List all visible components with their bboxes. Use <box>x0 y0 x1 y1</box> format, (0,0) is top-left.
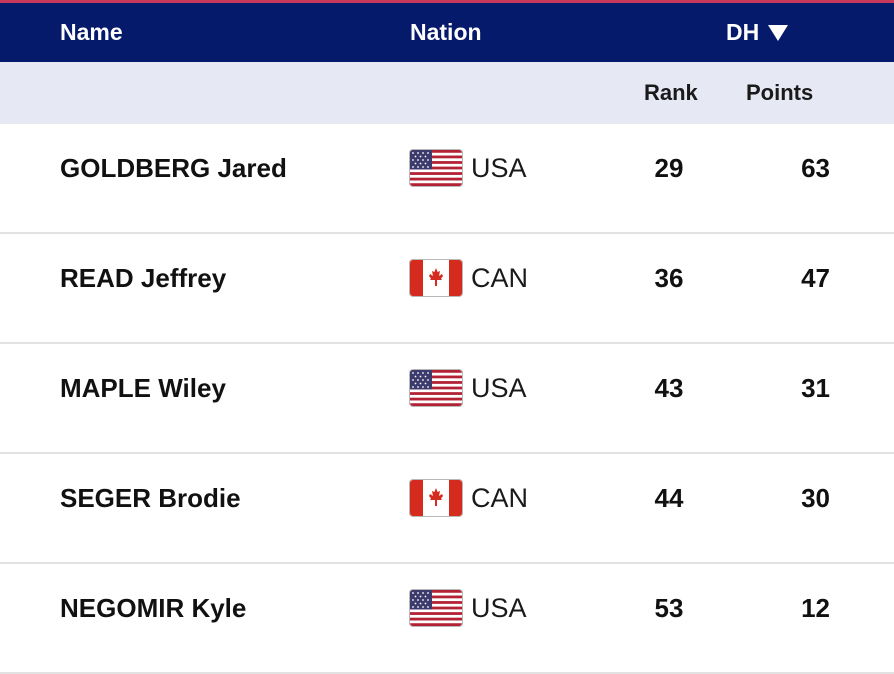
column-header-dh[interactable]: DH <box>726 3 789 62</box>
rank-value: 36 <box>654 263 684 293</box>
rank-value: 29 <box>654 153 684 183</box>
table-row[interactable]: MAPLE Wiley USA 43 31 <box>0 344 894 454</box>
rank-value: 44 <box>654 483 684 513</box>
table-row[interactable]: SEGER Brodie CAN 44 30 <box>0 454 894 564</box>
points-value: 63 <box>801 153 830 183</box>
points-value: 47 <box>801 263 830 293</box>
accent-line <box>0 0 894 3</box>
nation-code: USA <box>471 593 527 623</box>
athlete-name[interactable]: GOLDBERG Jared <box>60 153 287 183</box>
column-header-nation[interactable]: Nation <box>410 19 482 45</box>
athlete-name[interactable]: READ Jeffrey <box>60 263 227 293</box>
points-value: 31 <box>801 373 830 403</box>
column-header-points[interactable]: Points <box>746 80 814 105</box>
canada-flag-icon <box>410 260 462 296</box>
nation-code: CAN <box>471 483 529 513</box>
points-value: 30 <box>801 483 830 513</box>
column-header-name[interactable]: Name <box>60 19 123 45</box>
usa-flag-icon <box>410 150 462 186</box>
sort-down-triangle-icon <box>768 24 789 41</box>
rank-value: 43 <box>654 373 684 403</box>
canada-flag-icon <box>410 480 462 516</box>
column-header-dh-label: DH <box>726 19 760 45</box>
points-value: 12 <box>801 593 830 623</box>
usa-flag-icon <box>410 590 462 626</box>
table-row[interactable]: GOLDBERG Jared USA 29 63 <box>0 124 894 234</box>
athlete-name[interactable]: SEGER Brodie <box>60 483 241 513</box>
nation-code: USA <box>471 153 527 183</box>
table-header: Name Nation DH <box>0 3 894 62</box>
athlete-name[interactable]: NEGOMIR Kyle <box>60 593 247 623</box>
rank-value: 53 <box>654 593 684 623</box>
usa-flag-icon <box>410 370 462 406</box>
nation-code: USA <box>471 373 527 403</box>
athlete-name[interactable]: MAPLE Wiley <box>60 373 226 403</box>
table-row[interactable]: READ Jeffrey CAN 36 47 <box>0 234 894 344</box>
nation-code: CAN <box>471 263 529 293</box>
table-row[interactable]: NEGOMIR Kyle USA 53 12 <box>0 564 894 674</box>
column-header-rank[interactable]: Rank <box>644 80 698 105</box>
table-subheader: Rank Points <box>0 62 894 124</box>
